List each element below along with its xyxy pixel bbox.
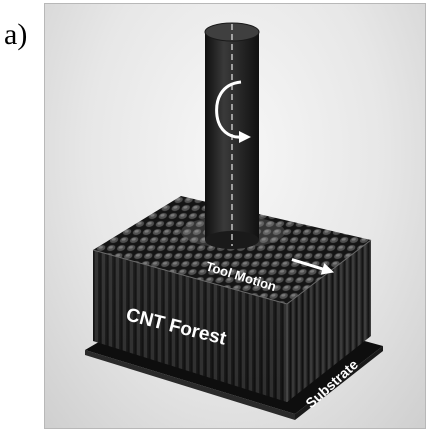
right-arrow-icon [291, 258, 335, 275]
curved-rotation-arrow-icon [215, 80, 251, 143]
figure-frame: Tool Motion CNT Forest Substrate [44, 3, 426, 429]
cnt-forest-block [92, 196, 372, 402]
cnt-diagram: Tool Motion CNT Forest Substrate [85, 22, 383, 420]
panel-label: a) [4, 18, 28, 51]
